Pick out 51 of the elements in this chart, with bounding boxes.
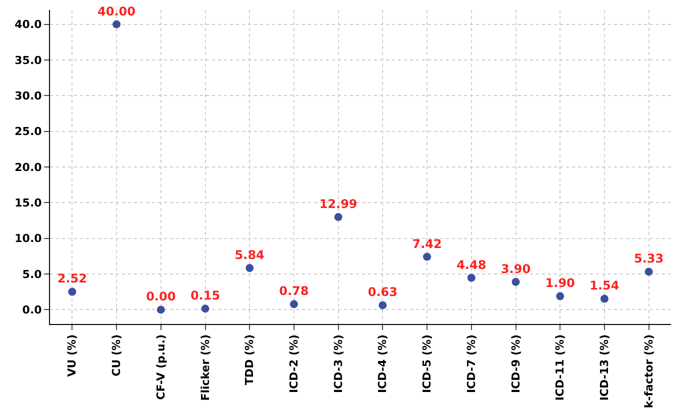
y-tick-label: 40.0	[14, 18, 42, 32]
data-label: 1.90	[545, 276, 575, 290]
point	[378, 301, 387, 310]
point	[246, 264, 254, 272]
y-tick-label: 20.0	[14, 160, 42, 174]
x-tick-label: k-factor (%)	[642, 334, 656, 408]
data-label: 0.78	[279, 284, 309, 298]
data-label: 2.52	[57, 272, 87, 286]
point	[156, 306, 165, 314]
data-label: 3.90	[500, 262, 531, 276]
x-tick-label: Flicker (%)	[198, 334, 212, 401]
point	[644, 268, 653, 276]
y-tick-label: 0.0	[22, 304, 42, 317]
data-label: 0.00	[146, 290, 176, 304]
x-tick-label: ICD-4 (%)	[376, 334, 390, 394]
point	[467, 274, 476, 282]
data-label: 0.63	[368, 285, 398, 300]
point	[201, 304, 210, 313]
x-tick-label: ICD-3 (%)	[332, 334, 345, 394]
data-label: 40.00	[98, 4, 136, 18]
point	[112, 20, 121, 28]
y-tick-label: 5.0	[22, 268, 42, 281]
y-tick-label: 25.0	[14, 125, 42, 138]
point	[423, 252, 432, 261]
x-tick-label: CU (%)	[110, 334, 124, 376]
x-tick-label: ICD-11 (%)	[554, 334, 567, 401]
x-tick-label: ICD-7 (%)	[464, 334, 478, 394]
point	[290, 300, 298, 308]
x-tick-label: ICD-9 (%)	[509, 334, 522, 394]
point	[334, 213, 342, 222]
y-tick-label: 30.0	[14, 89, 42, 102]
data-label: 1.54	[590, 278, 620, 293]
x-tick-label: ICD-2 (%)	[288, 334, 301, 394]
point	[68, 288, 76, 296]
data-label: 0.15	[190, 288, 220, 303]
point	[556, 292, 564, 300]
x-tick-label: ICD-13 (%)	[598, 334, 612, 401]
x-tick-label: CF-V (p.u.)	[154, 334, 168, 400]
x-tick-label: TDD (%)	[243, 334, 256, 386]
x-tick-label: VU (%)	[66, 334, 79, 377]
data-label: 4.48	[456, 258, 486, 272]
point	[512, 278, 520, 286]
y-tick-label: 10.0	[14, 232, 42, 246]
point	[600, 294, 608, 303]
data-label: 5.33	[634, 252, 664, 266]
data-label: 5.84	[234, 248, 264, 262]
y-tick-label: 15.0	[14, 196, 42, 210]
y-tick-label: 35.0	[14, 54, 42, 67]
data-label: 12.99	[319, 197, 358, 212]
x-tick-label: ICD-5 (%)	[420, 334, 434, 394]
data-label: 7.42	[412, 236, 442, 251]
